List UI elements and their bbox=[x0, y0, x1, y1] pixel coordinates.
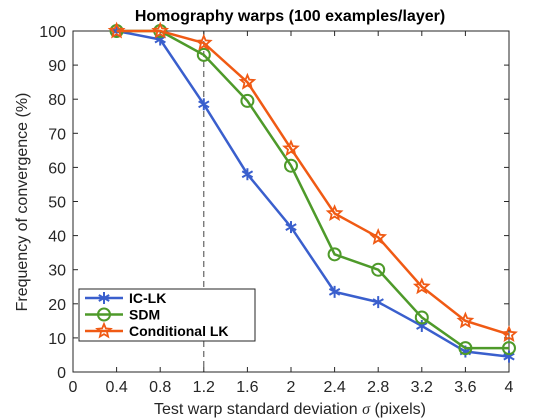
data-point bbox=[98, 292, 110, 304]
y-axis: 0 10 20 30 40 50 60 70 80 90 100 bbox=[39, 24, 509, 382]
y-tick-label: 20 bbox=[48, 297, 66, 314]
data-point bbox=[241, 168, 254, 181]
data-point bbox=[458, 341, 473, 356]
series-line bbox=[116, 29, 509, 350]
y-tick-label: 40 bbox=[48, 229, 66, 246]
data-point bbox=[500, 325, 518, 343]
data-point bbox=[198, 98, 210, 111]
x-tick-label: 1.2 bbox=[193, 379, 215, 396]
x-tick-label: 3.6 bbox=[454, 379, 476, 396]
legend-item: IC-LK bbox=[85, 290, 166, 306]
data-point bbox=[412, 277, 431, 295]
data-point bbox=[325, 204, 344, 221]
data-point bbox=[503, 350, 515, 363]
y-tick-label: 30 bbox=[48, 263, 66, 280]
data-point bbox=[416, 319, 428, 332]
data-point bbox=[95, 321, 113, 339]
series-group bbox=[107, 21, 518, 363]
data-point bbox=[196, 47, 211, 62]
series-line bbox=[116, 29, 510, 358]
series-ic-lk bbox=[110, 25, 515, 363]
data-point bbox=[154, 33, 166, 46]
x-tick-label: 3.2 bbox=[411, 379, 433, 396]
y-tick-label: 70 bbox=[48, 126, 66, 143]
x-tick-label: 1.6 bbox=[236, 379, 258, 396]
x-tick-label: 0.8 bbox=[149, 379, 171, 396]
series-conditional-lk bbox=[107, 21, 518, 343]
x-tick-label: 2.4 bbox=[323, 379, 345, 396]
y-tick-label: 0 bbox=[57, 365, 66, 382]
data-point bbox=[371, 262, 386, 277]
data-point bbox=[97, 307, 111, 322]
legend-label: IC-LK bbox=[129, 290, 166, 306]
data-point bbox=[284, 158, 298, 173]
data-point bbox=[372, 296, 384, 309]
x-tick-label: 4 bbox=[505, 379, 514, 396]
data-point bbox=[107, 21, 126, 39]
x-axis: 0 0.4 0.8 1.2 1.6 2 2.4 2.8 3.2 3.6 4 bbox=[69, 31, 514, 396]
data-point bbox=[285, 221, 297, 234]
chart-title: Homography warps (100 examples/layer) bbox=[135, 8, 445, 25]
data-point bbox=[327, 247, 342, 262]
data-point bbox=[282, 139, 300, 157]
data-point bbox=[194, 33, 213, 51]
legend-item: Conditional LK bbox=[85, 321, 229, 339]
x-tick-label: 0 bbox=[69, 379, 78, 396]
y-tick-label: 60 bbox=[48, 160, 66, 177]
y-tick-label: 90 bbox=[48, 58, 66, 75]
y-tick-label: 80 bbox=[48, 92, 66, 109]
data-point bbox=[151, 21, 170, 39]
x-tick-label: 2 bbox=[287, 379, 296, 396]
y-tick-label: 50 bbox=[48, 195, 66, 212]
data-point bbox=[240, 93, 255, 108]
series-line bbox=[116, 29, 510, 336]
x-tick-label: 2.8 bbox=[367, 379, 389, 396]
data-point bbox=[328, 285, 341, 298]
x-tick-label: 0.4 bbox=[105, 379, 127, 396]
data-point bbox=[502, 341, 516, 356]
y-tick-label: 10 bbox=[48, 331, 66, 348]
legend-item: SDM bbox=[85, 307, 160, 323]
data-point bbox=[369, 227, 388, 245]
y-axis-label: Frequency of convergence (%) bbox=[14, 93, 31, 312]
data-point bbox=[414, 310, 429, 325]
x-axis-label: Test warp standard deviation σ (pixels) bbox=[154, 401, 426, 418]
legend-label: Conditional LK bbox=[129, 323, 229, 339]
data-point bbox=[456, 311, 475, 329]
legend-label: SDM bbox=[129, 307, 160, 323]
y-tick-label: 100 bbox=[39, 24, 66, 41]
data-point bbox=[238, 72, 257, 90]
